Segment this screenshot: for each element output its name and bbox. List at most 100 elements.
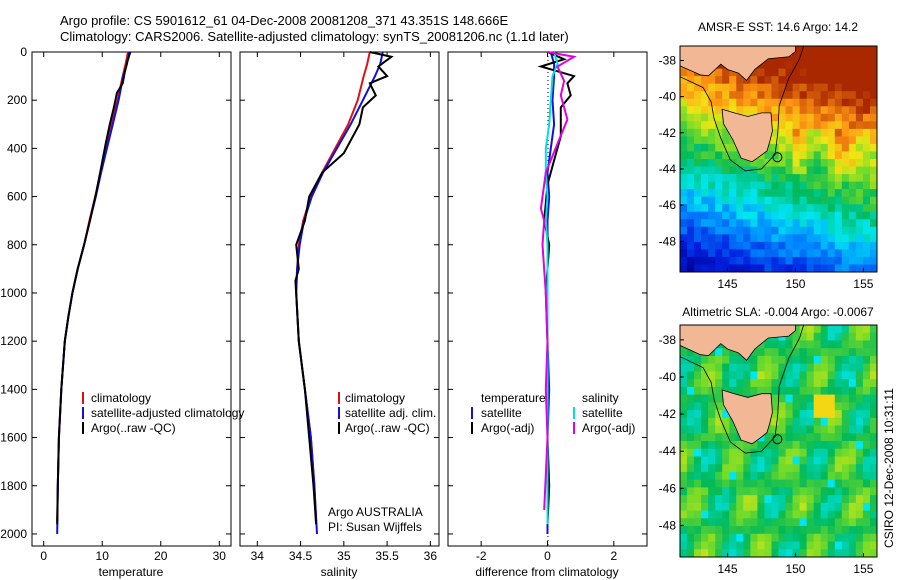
map-cell — [869, 211, 877, 220]
map-cell — [785, 433, 794, 442]
map-cell — [848, 464, 857, 473]
map-cell — [715, 526, 723, 535]
map-cell — [813, 355, 822, 365]
map-cell — [792, 219, 801, 228]
map-cell — [792, 189, 801, 198]
map-cell — [778, 526, 787, 535]
map-cell — [771, 471, 780, 481]
map-cell — [771, 448, 780, 458]
map-cell — [827, 479, 836, 488]
map-cell — [792, 371, 801, 380]
map-cell — [806, 113, 815, 122]
map-cell — [722, 518, 730, 527]
map-cell — [771, 76, 780, 85]
map-cell — [827, 448, 836, 458]
map-cell — [701, 533, 709, 543]
map-cell — [799, 196, 808, 205]
csiro-timestamp: CSIRO 12-Dec-2008 10:31:11 — [882, 388, 896, 548]
map-cell — [813, 386, 822, 396]
map-cell — [827, 136, 836, 145]
map-cell — [820, 518, 829, 527]
map-cell — [799, 379, 808, 388]
map-cell — [771, 264, 780, 272]
map-cell — [694, 159, 702, 168]
x-tick-label: 10 — [96, 549, 110, 563]
map-cell — [680, 379, 688, 388]
map-cell — [862, 495, 871, 504]
depth-tick-label: 1400 — [0, 382, 27, 396]
map-cell — [792, 394, 801, 403]
map-cell — [813, 479, 822, 488]
map-cell — [750, 363, 758, 372]
map-cell — [855, 204, 864, 213]
map-cell — [827, 204, 836, 213]
map-cell — [848, 355, 857, 365]
map-cell — [736, 471, 744, 481]
map-cell — [799, 433, 808, 442]
map-cell — [785, 541, 794, 550]
map-cell — [869, 441, 877, 450]
map-cell — [729, 106, 737, 115]
map-cell — [680, 533, 688, 543]
map-cell — [862, 340, 871, 349]
salinity-axes-box — [239, 51, 440, 547]
map-cell — [743, 502, 751, 512]
map-cell — [687, 495, 695, 504]
map-cell — [694, 379, 702, 388]
map-cell — [701, 433, 709, 442]
map-cell — [834, 106, 843, 115]
map-cell — [855, 136, 864, 145]
map-cell — [729, 448, 737, 458]
map-cell — [687, 196, 695, 205]
map-cell — [785, 83, 794, 92]
map-cell — [799, 510, 808, 519]
map-cell — [743, 159, 751, 168]
map-cell — [827, 143, 836, 153]
map-cell — [708, 410, 716, 419]
map-cell — [813, 106, 822, 115]
map-cell — [715, 386, 723, 396]
map-cell — [722, 371, 730, 380]
argo-float-marker — [772, 434, 783, 445]
map-cell — [750, 448, 758, 458]
map-cell — [869, 371, 877, 380]
map-cell — [743, 234, 751, 243]
map-cell — [806, 249, 815, 258]
map-cell — [687, 121, 695, 130]
map-cell — [834, 211, 843, 220]
map-cell — [806, 340, 815, 349]
map-cell — [771, 371, 780, 380]
map-cell — [701, 121, 709, 130]
map-cell — [869, 264, 877, 272]
map-cell — [757, 363, 766, 372]
legend-argo: Argo(..raw -QC) — [345, 421, 430, 435]
map-cell — [708, 241, 716, 250]
map-cell — [729, 518, 737, 527]
map-cell — [827, 128, 836, 137]
map-cell — [680, 143, 688, 153]
map-cell — [792, 441, 801, 450]
map-cell — [708, 441, 716, 450]
map-cell — [806, 510, 815, 519]
map-cell — [806, 143, 815, 153]
map-cell — [855, 441, 864, 450]
map-cell — [862, 159, 871, 168]
map-cell — [792, 425, 801, 434]
map-cell — [820, 113, 829, 122]
map-cell — [687, 234, 695, 243]
map-cell — [785, 464, 794, 473]
map-cell — [785, 348, 794, 357]
legend-satellite-adjusted: satellite-adjusted climatology — [91, 406, 244, 420]
map-cell — [750, 371, 758, 380]
legend-temp-satellite: satellite — [481, 406, 522, 420]
map-cell — [729, 211, 737, 220]
map-cell — [869, 541, 877, 550]
map-cell — [743, 249, 751, 258]
map-cell — [848, 533, 857, 543]
map-cell — [813, 68, 822, 77]
map-cell — [792, 143, 801, 153]
map-cell — [799, 464, 808, 473]
map-cell — [722, 456, 730, 465]
map-cell — [862, 106, 871, 115]
map-cell — [862, 46, 871, 55]
